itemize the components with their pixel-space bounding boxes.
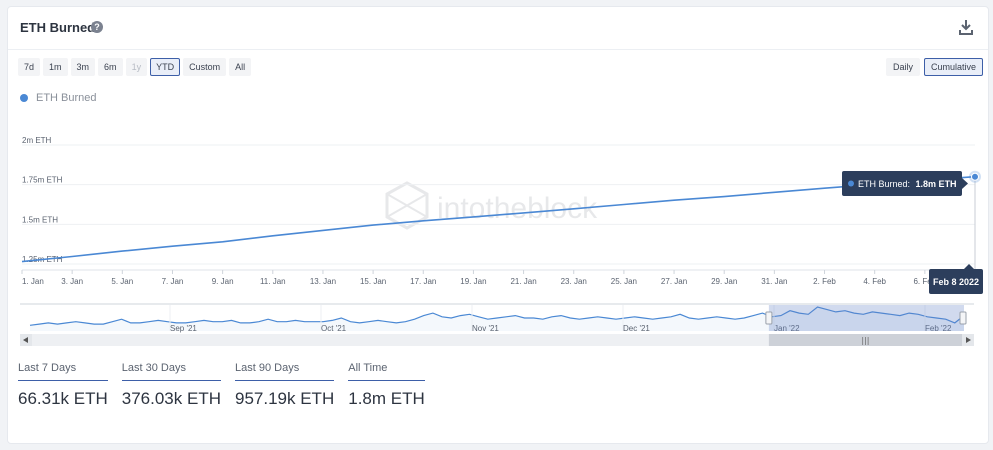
x-crosshair-label: Feb 8 2022 (929, 264, 983, 294)
series-line-eth-burned (21, 175, 976, 263)
range-button-6m[interactable]: 6m (98, 58, 123, 76)
navigator-label: Nov '21 (472, 324, 499, 333)
x-tick-label: 25. Jan (611, 277, 637, 286)
stat-last-90-days: Last 90 Days 957.19k ETH (235, 362, 335, 409)
range-button-3m[interactable]: 3m (70, 58, 96, 76)
navigator-label: Dec '21 (623, 324, 650, 333)
mode-selector: Daily Cumulative (885, 58, 983, 76)
x-axis: 1. Jan 3. Jan 5. Jan 7. Jan 9. Jan 11. Jan 13.… (21, 269, 975, 286)
crosshair-date: Feb 8 2022 (933, 277, 979, 287)
navigator-series (29, 306, 965, 331)
navigator-label: Oct '21 (321, 324, 347, 333)
tooltip: ETH Burned: 1.8m ETH (842, 171, 968, 196)
x-tick-label: 21. Jan (510, 277, 536, 286)
navigator-label: Jan '22 (774, 324, 800, 333)
range-button-1y[interactable]: 1y (125, 58, 148, 76)
navigator[interactable]: Sep '21 Oct '21 Nov '21 Dec '21 Jan '22 Feb '… (20, 303, 974, 333)
range-selector: 7d 1m 3m 6m 1y YTD Custom All (18, 58, 252, 76)
hover-point[interactable] (971, 172, 979, 181)
navigator-labels: Sep '21 Oct '21 Nov '21 Dec '21 Jan '22 Feb '… (169, 305, 952, 333)
stat-last-7-days: Last 7 Days 66.31k ETH (18, 362, 108, 409)
watermark-logo-icon (385, 181, 429, 230)
mode-button-cumulative[interactable]: Cumulative (923, 58, 983, 76)
navigator-line (29, 306, 965, 326)
x-tick-label: 13. Jan (310, 277, 336, 286)
stat-all-time: All Time 1.8m ETH (348, 362, 425, 409)
navigator-handle-right[interactable] (959, 311, 967, 325)
x-tick-label: 7. Jan (162, 277, 184, 286)
scroll-right-arrow-icon[interactable] (962, 334, 974, 346)
range-button-custom[interactable]: Custom (183, 58, 227, 76)
y-tick-label: 2m ETH (22, 136, 52, 145)
x-tick-label: 15. Jan (360, 277, 386, 286)
download-icon[interactable] (958, 19, 974, 35)
x-tick-label: 17. Jan (410, 277, 436, 286)
navigator-label: Sep '21 (170, 324, 197, 333)
stat-label: All Time (348, 362, 425, 381)
range-button-1m[interactable]: 1m (43, 58, 68, 76)
range-button-7d[interactable]: 7d (18, 58, 41, 76)
mode-button-daily[interactable]: Daily (885, 58, 920, 76)
stat-value: 957.19k ETH (235, 389, 335, 408)
y-tick-label: 1.5m ETH (22, 215, 58, 224)
grid-lines (22, 144, 975, 265)
tooltip-marker (848, 180, 854, 187)
tooltip-value: 1.8m ETH (916, 179, 957, 189)
series-layer (21, 170, 981, 270)
legend-item[interactable]: ETH Burned (20, 92, 97, 104)
card-title: ETH Burned (20, 20, 96, 35)
eth-burned-card: ETH Burned ? (7, 6, 989, 444)
x-tick-label: 2. Feb (813, 277, 836, 286)
range-button-ytd[interactable]: YTD (150, 58, 181, 76)
stat-value: 376.03k ETH (121, 389, 221, 408)
navigator-handle-left[interactable] (765, 311, 773, 325)
stat-value: 66.31k ETH (18, 389, 108, 408)
stat-value: 1.8m ETH (348, 389, 425, 408)
scroll-left-arrow-icon[interactable] (20, 334, 32, 346)
legend-label: ETH Burned (36, 92, 97, 104)
navigator-selection[interactable] (768, 305, 964, 331)
summary-stats: Last 7 Days 66.31k ETH Last 30 Days 376.… (18, 362, 425, 409)
x-tick-label: 9. Jan (212, 277, 234, 286)
x-tick-label: 29. Jan (711, 277, 737, 286)
stat-last-30-days: Last 30 Days 376.03k ETH (121, 362, 221, 409)
tooltip-label: ETH Burned: (858, 179, 910, 189)
navigator-area (30, 307, 964, 331)
range-button-all[interactable]: All (229, 58, 252, 76)
x-tick-label: 3. Jan (61, 277, 83, 286)
scrollbar-thumb[interactable] (768, 334, 962, 346)
stat-label: Last 90 Days (235, 362, 335, 381)
x-tick-label: 23. Jan (561, 277, 587, 286)
x-tick-label: 11. Jan (260, 277, 286, 286)
stat-label: Last 7 Days (18, 362, 108, 381)
svg-text:ETH Burned: 1.8m ETH: ETH Burned: 1.8m ETH (858, 179, 957, 189)
x-tick-label: 4. Feb (863, 277, 886, 286)
x-tick-label: 6. Feb (913, 277, 936, 286)
x-tick-label: 27. Jan (661, 277, 687, 286)
navigator-label: Feb '22 (925, 324, 952, 333)
x-tick-label: 1. Jan (22, 277, 44, 286)
legend-marker (20, 94, 28, 102)
scrollbar-grip-icon: ||| (861, 336, 869, 345)
y-tick-label: 1.75m ETH (22, 176, 63, 185)
x-tick-label: 31. Jan (761, 277, 787, 286)
card-header: ETH Burned ? (8, 7, 988, 50)
help-icon[interactable]: ? (91, 21, 103, 33)
stat-label: Last 30 Days (121, 362, 221, 381)
x-tick-label: 5. Jan (111, 277, 133, 286)
x-tick-label: 19. Jan (460, 277, 486, 286)
scrollbar[interactable]: ||| (20, 334, 974, 346)
